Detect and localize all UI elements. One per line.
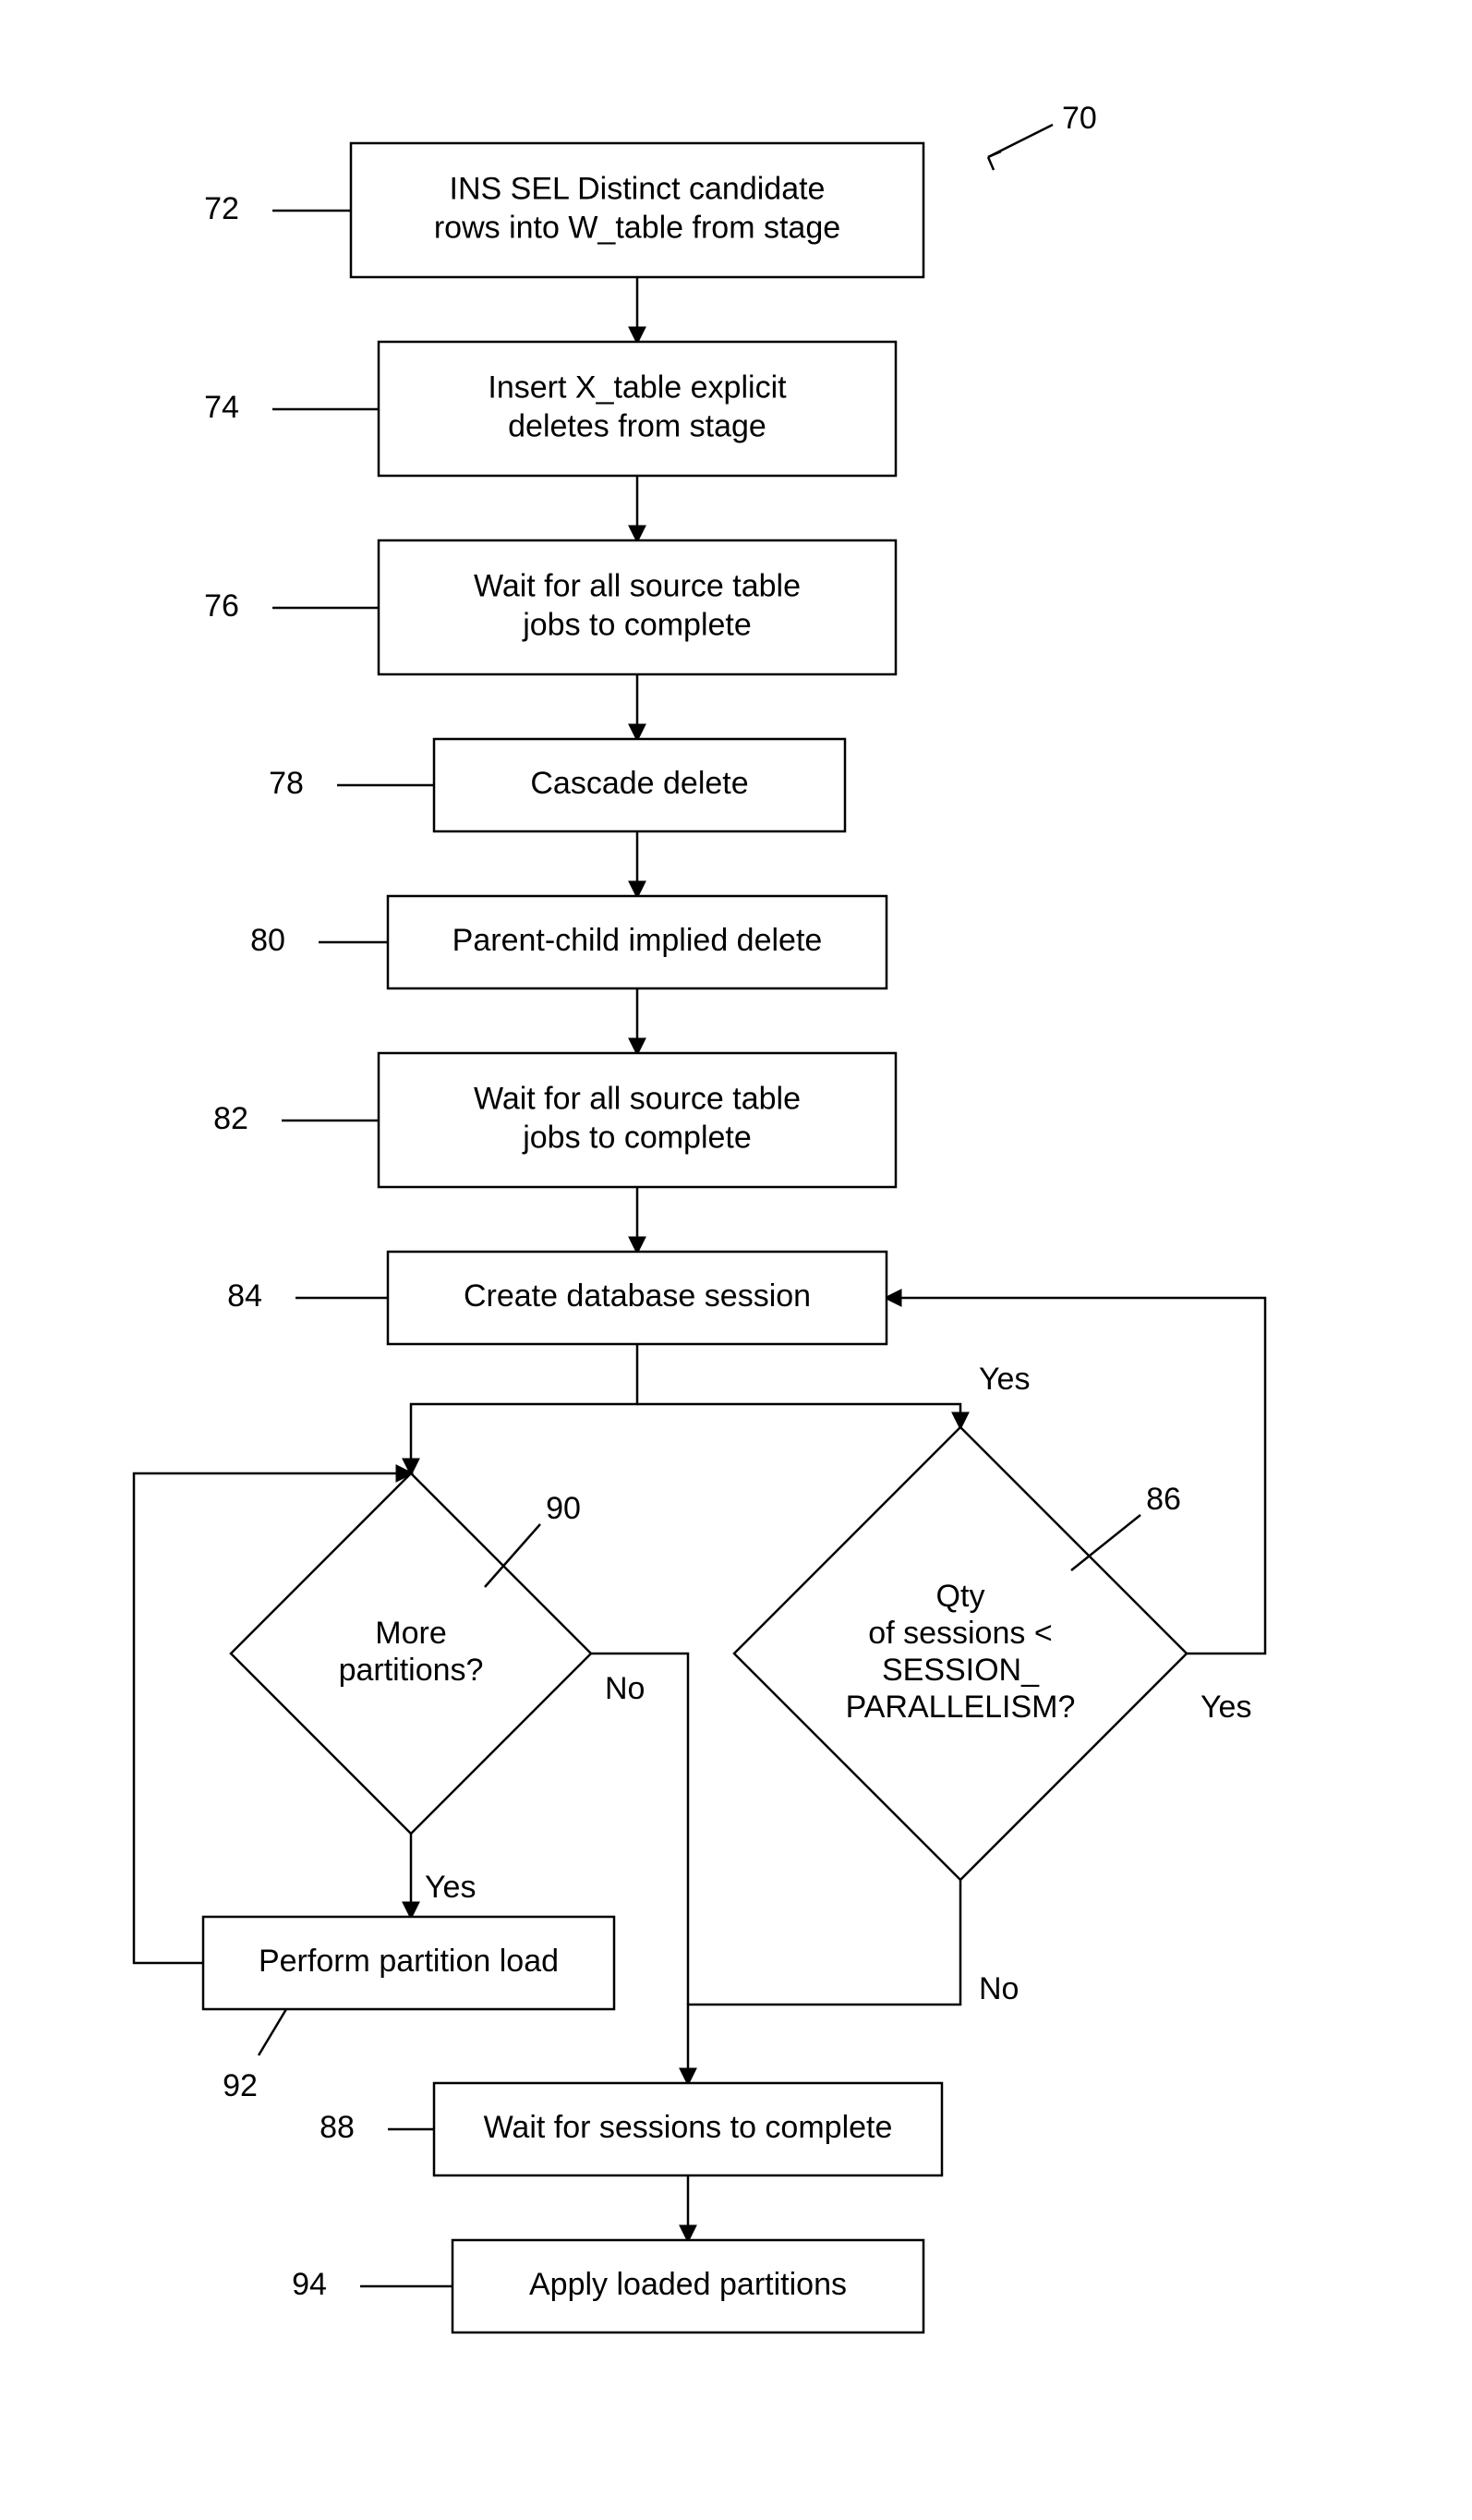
node-n74-line1: deletes from stage (508, 408, 766, 443)
ref-82: 82 (213, 1101, 248, 1136)
node-n90-line1: partitions? (339, 1653, 484, 1688)
node-n74-line0: Insert X_table explicit (488, 370, 787, 405)
ref-70: 70 (1062, 101, 1097, 136)
edge-9-label: No (979, 1971, 1019, 2006)
ref-92: 92 (223, 2068, 258, 2103)
edge-10-label: Yes (425, 1870, 476, 1905)
ref-84: 84 (227, 1278, 262, 1314)
node-n92-line0: Perform partition load (259, 1944, 559, 1979)
node-n86-line2: SESSION_ (882, 1653, 1040, 1688)
edge-9 (688, 1880, 960, 2083)
node-n76-line0: Wait for all source table (474, 568, 801, 603)
node-n80-line0: Parent-child implied delete (452, 923, 823, 958)
ref-88: 88 (320, 2110, 355, 2145)
node-n86-line3: PARALLELISM? (846, 1690, 1076, 1725)
node-n82-line1: jobs to complete (522, 1120, 752, 1155)
ref-90: 90 (546, 1491, 581, 1526)
edge-7-label: Yes (979, 1362, 1030, 1397)
node-n86-line1: of sessions < (868, 1616, 1052, 1651)
ref-86: 86 (1146, 1482, 1181, 1517)
ref-78: 78 (269, 766, 304, 801)
ref-76: 76 (204, 588, 239, 624)
ref-92-leader (259, 2009, 286, 2055)
ref-70-tick (988, 151, 1001, 170)
edge-6 (411, 1344, 637, 1473)
node-n72-line0: INS SEL Distinct candidate (450, 171, 826, 206)
node-n78-line0: Cascade delete (530, 766, 748, 801)
edge-8-label: Yes (1201, 1690, 1251, 1725)
ref-86-leader (1071, 1515, 1140, 1570)
node-n76-line1: jobs to complete (522, 607, 752, 642)
node-n86-line0: Qty (936, 1579, 985, 1614)
ref-94: 94 (292, 2267, 327, 2302)
node-n88-line0: Wait for sessions to complete (484, 2110, 893, 2145)
node-n72-line1: rows into W_table from stage (434, 210, 840, 245)
ref-72: 72 (204, 191, 239, 226)
flowchart-svg: INS SEL Distinct candidate rows into W_ta… (0, 0, 1472, 2520)
node-n82-line0: Wait for all source table (474, 1081, 801, 1116)
edge-7 (637, 1404, 960, 1427)
node-n90-line0: More (375, 1616, 446, 1651)
edge-11-label: No (605, 1671, 645, 1706)
node-n94-line0: Apply loaded partitions (529, 2267, 847, 2302)
node-n84-line0: Create database session (464, 1278, 811, 1314)
ref-80: 80 (250, 923, 285, 958)
ref-74: 74 (204, 390, 239, 425)
